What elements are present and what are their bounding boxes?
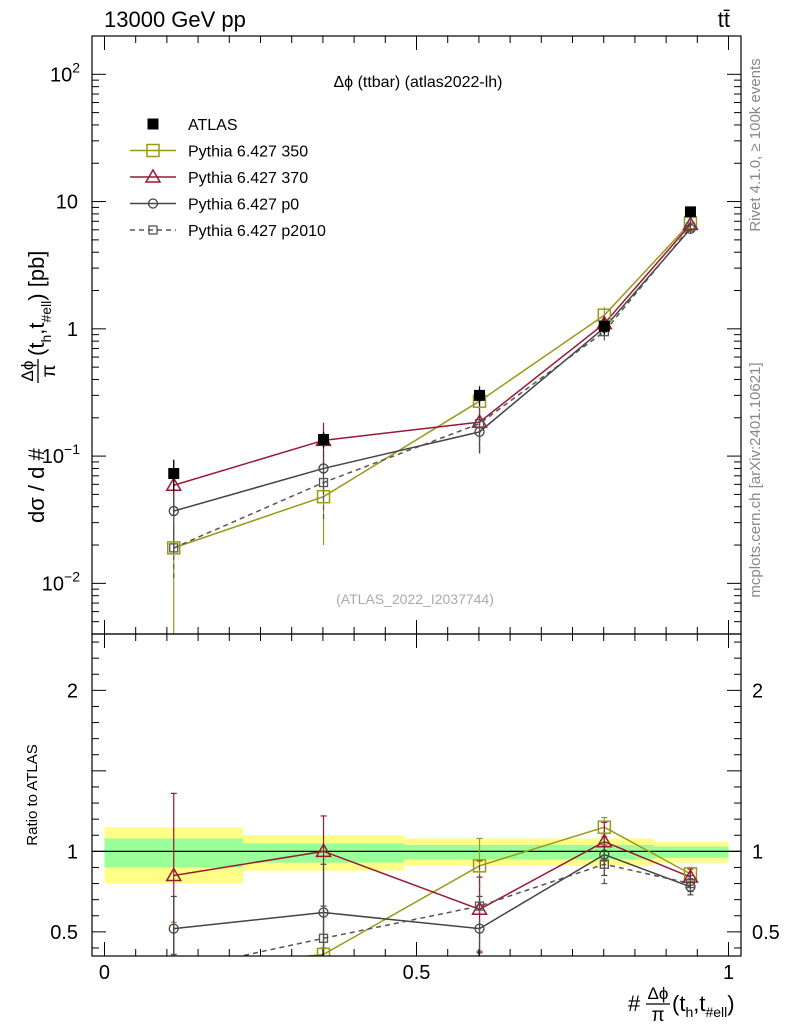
x-label-sub1: h — [685, 1004, 693, 1020]
uncertainty-band-green — [653, 846, 729, 858]
ratio-data-point — [165, 867, 183, 882]
atlas-data-point — [474, 389, 486, 401]
svg-text:(th,t#ell): (th,t#ell) — [672, 991, 735, 1020]
ratio-data-point — [168, 923, 179, 934]
x-tick-label: 0 — [99, 962, 110, 984]
legend-marker — [147, 118, 159, 130]
watermark-label: (ATLAS_2022_I2037744) — [336, 591, 494, 607]
ratio-plot-frame — [91, 633, 742, 957]
series-line — [173, 224, 692, 486]
x-label-frac-num: Δϕ — [648, 984, 669, 1003]
legend-label: Pythia 6.427 p0 — [188, 197, 299, 214]
main-y-axis: 10−2 10−1 1 10 102 — [42, 35, 741, 635]
process-label: tt̄ — [718, 7, 730, 32]
legend-label: ATLAS — [188, 117, 238, 134]
series-line — [173, 226, 692, 549]
ratio-data-point — [596, 833, 613, 848]
atlas-data-point — [684, 206, 696, 218]
ratio-y-tick-label-left: 2 — [67, 680, 78, 702]
legend: ATLAS Pythia 6.427 350 Pythia 6.427 370 Pyt… — [130, 117, 326, 240]
y-label-sub2: #ell — [38, 301, 54, 323]
main-series-markers — [165, 206, 699, 555]
main-plot-title: Δϕ (ttbar) (atlas2022-lh) — [333, 74, 502, 91]
ratio-series-lines — [170, 792, 694, 956]
atlas-data-point — [318, 434, 330, 446]
ratio-series-line — [237, 863, 691, 956]
data-point — [168, 505, 179, 517]
y-tick-label: 1 — [67, 319, 78, 341]
x-label-end: ) — [727, 991, 734, 1016]
main-series-lines — [173, 218, 692, 634]
atlas-data-point — [168, 467, 180, 479]
ratio-data-point — [472, 859, 487, 873]
data-point — [474, 418, 485, 429]
y-label-suffix: (t — [24, 343, 49, 356]
atlas-data-point — [598, 320, 610, 332]
energy-label: 13000 GeV pp — [104, 7, 246, 32]
ratio-y-tick-label-right: 2 — [752, 680, 763, 702]
legend-marker — [148, 225, 158, 235]
legend-marker — [146, 143, 160, 158]
y-tick-label: 10 — [56, 192, 78, 214]
x-label-mid: ,t — [693, 991, 705, 1016]
x-tick-label: 0.5 — [403, 962, 431, 984]
ratio-data-point — [685, 878, 696, 889]
y-label-sub1: h — [38, 335, 54, 343]
data-point — [318, 463, 329, 474]
ratio-data-point — [599, 849, 610, 860]
ratio-uncertainty-bands — [92, 827, 741, 884]
y-label-frac-den: π — [39, 364, 60, 377]
ratio-data-point — [318, 933, 329, 943]
data-point — [318, 477, 329, 488]
legend-label: Pythia 6.427 350 — [188, 144, 308, 161]
ratio-data-point — [168, 964, 180, 976]
ratio-data-point — [318, 907, 329, 918]
svg-text:(th,t#ell) [pb]: (th,t#ell) [pb] — [24, 251, 54, 356]
ratio-data-point — [599, 859, 609, 869]
ratio-y-axis-label: Ratio to ATLAS — [24, 744, 41, 845]
y-tick-label: 102 — [50, 59, 80, 86]
x-label-suffix: (t — [672, 991, 685, 1016]
y-tick-label: 10−2 — [42, 568, 80, 595]
legend-label: Pythia 6.427 370 — [188, 170, 308, 187]
mcplots-site-label: mcplots.cern.ch [arXiv:2401.10621] — [747, 362, 764, 597]
ratio-y-tick-label-left: 0.5 — [50, 922, 78, 944]
data-point — [316, 489, 331, 504]
main-plot-panel: 10−2 10−1 1 10 102 Δϕ (ttbar) (atlas2022-lh)… — [18, 35, 742, 635]
data-point — [685, 222, 696, 232]
y-label-frac-num: Δϕ — [18, 361, 37, 382]
series-line — [173, 228, 692, 512]
x-axis-label: # Δϕ π (th,t#ell) — [628, 984, 735, 1024]
y-tick-label: 10−1 — [42, 441, 80, 468]
y-label-end: ) [pb] — [24, 251, 49, 301]
ratio-data-point — [170, 966, 178, 974]
legend-label: Pythia 6.427 p2010 — [188, 223, 326, 240]
ratio-data-point — [474, 923, 485, 934]
x-tick-label: 1 — [723, 962, 734, 984]
ratio-y-tick-label-left: 1 — [67, 841, 78, 863]
ratio-axes: 0.5 0.5 1 1 2 2 0 0.5 1 — [50, 634, 780, 984]
ratio-y-tick-label-right: 1 — [752, 841, 763, 863]
legend-marker — [144, 168, 162, 183]
main-y-axis-label: dσ / d # Δϕ π (th,t#ell) [pb] — [18, 251, 60, 523]
legend-marker — [147, 198, 159, 209]
data-point — [169, 543, 179, 553]
svg-text:dσ / d #: dσ / d # — [24, 448, 49, 523]
ratio-data-point — [597, 820, 612, 834]
x-label-prefix: # — [628, 991, 641, 1016]
ratio-data-point — [315, 842, 332, 858]
rivet-version-label: Rivet 4.1.0, ≥ 100k events — [747, 58, 764, 231]
ratio-data-point — [474, 901, 485, 911]
y-label-mid: ,t — [24, 323, 49, 335]
y-label-prefix: dσ / d # — [24, 448, 49, 523]
ratio-plot-panel: 0.5 0.5 1 1 2 2 0 0.5 1 Ratio to ATLAS # Δϕ π (t… — [24, 633, 780, 1024]
ratio-y-tick-label-right: 0.5 — [752, 922, 780, 944]
x-label-frac-den: π — [651, 1005, 664, 1024]
data-point — [166, 541, 181, 555]
series-line — [173, 222, 692, 549]
ratio-series-markers — [165, 820, 699, 976]
ratio-data-point — [316, 947, 331, 956]
x-label-sub2: #ell — [705, 1004, 727, 1020]
